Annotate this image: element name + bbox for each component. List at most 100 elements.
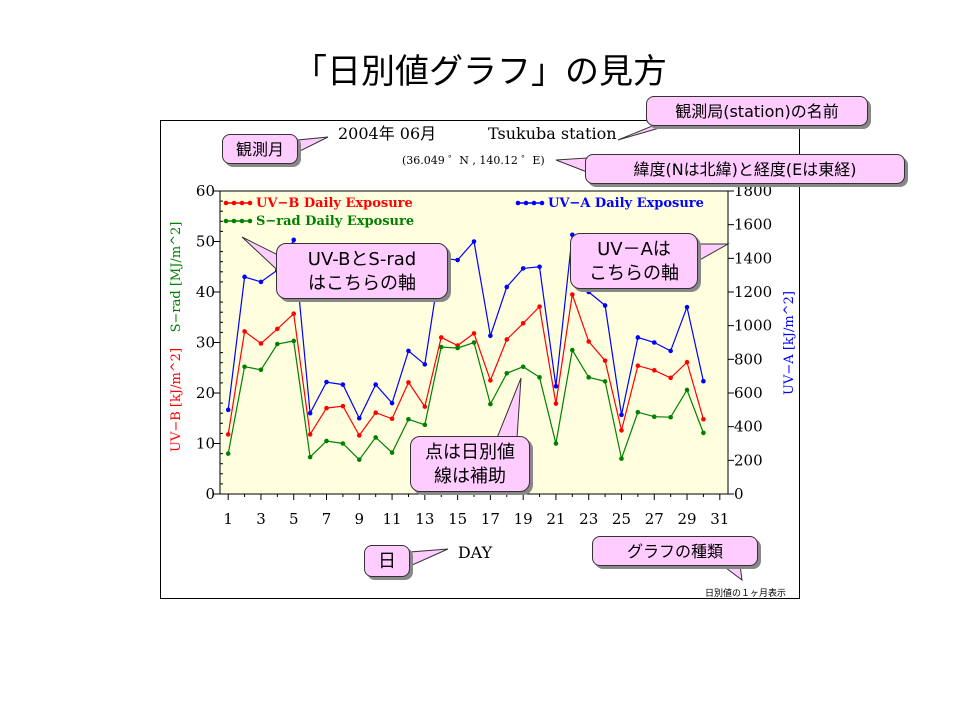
data-point-uvb [438,335,444,340]
data-point-srad [701,430,706,436]
data-point-srad [635,409,641,415]
data-point-uvb [340,403,346,409]
page-title: 「日別値グラフ」の見方 [293,52,667,92]
data-point-uvb [701,416,706,422]
legend-swatch-marker [247,218,253,224]
legend-label: UV−B Daily Exposure [256,196,413,211]
data-point-srad [553,441,559,446]
y-right-tick-label: 0 [734,485,744,503]
legend-label: UV−A Daily Exposure [548,196,704,211]
data-point-uvb [356,433,362,438]
x-tick-label: 23 [579,510,598,528]
y-left-tick-label: 50 [196,233,215,251]
data-point-uva [635,335,641,340]
data-point-uvb [242,329,247,334]
legend-label: S−rad Daily Exposure [256,214,414,229]
legend-swatch-marker [239,200,245,206]
month-label: 2004年 06月 [338,124,436,143]
data-point-srad [586,375,592,380]
y-left-tick-label: 20 [196,384,215,402]
data-point-uva [602,303,608,308]
y-right-tick-label: 200 [734,451,763,469]
y-right-tick-label: 600 [734,384,763,402]
data-point-uvb [422,404,428,409]
data-point-uvb [635,363,641,369]
data-point-srad [684,387,690,393]
data-point-uva [586,289,592,295]
data-point-uva [291,237,297,243]
data-point-uva [406,348,411,354]
data-point-uvb [619,428,624,433]
data-point-uva [389,400,395,406]
x-tick-label: 25 [612,510,631,528]
callout-tail-latlon [555,157,588,173]
x-tick-label: 19 [514,510,533,528]
data-point-uva [242,274,247,280]
y-right-tick-label: 800 [734,350,763,368]
coordinates-label: (36.049 ゜N , 140.12 ゜E) [402,154,545,167]
legend-swatch-marker [523,200,529,206]
x-tick-label: 21 [546,510,565,528]
callout-tail-graph-type [720,564,743,582]
y-left-tick-label: 0 [205,485,215,503]
data-point-uva [488,333,493,339]
x-tick-label: 13 [415,510,434,528]
data-point-uva [258,279,264,285]
y-axis-title-uva: UV−A [kJ/m^2] [782,291,797,395]
data-point-uva [619,412,624,418]
data-point-uva [684,304,690,310]
callout-points: 点は日別値 線は補助 [410,436,530,492]
series-line-srad [227,340,704,461]
data-point-uva [225,407,231,413]
x-tick-label: 15 [448,510,467,528]
data-point-uva [356,415,362,421]
data-point-uva [520,266,526,271]
data-point-uva [553,383,559,389]
x-tick-label: 3 [256,510,266,528]
data-point-uva [307,410,313,416]
data-point-srad [455,345,460,351]
legend-swatch-marker [515,200,521,206]
data-point-uvb [520,321,526,326]
data-point-srad [488,401,493,407]
data-point-uvb [668,375,673,381]
data-point-srad [291,338,297,344]
data-point-srad [373,435,378,440]
x-tick-label: 27 [645,510,664,528]
data-point-uvb [537,304,542,309]
x-tick-label: 7 [322,510,332,528]
y-right-tick-label: 1400 [734,249,772,267]
data-point-srad [225,451,231,456]
callout-day: 日 [364,545,410,577]
x-tick-label: 5 [289,510,299,528]
data-point-uvb [373,410,378,415]
data-point-uvb [258,341,264,346]
data-point-srad [406,416,411,422]
y-left-tick-label: 60 [196,182,215,200]
callout-latlon: 緯度(Nは北緯)と経度(Eは東経) [585,154,905,184]
legend-swatch-marker [539,200,545,206]
series-line-uvb [227,294,704,437]
data-point-srad [471,340,477,345]
legend-swatch-marker [231,218,237,224]
callout-tail-month [297,136,329,153]
callout-month: 観測月 [222,134,298,164]
data-point-uvb [570,292,575,297]
legend-swatch-marker [531,200,537,206]
legend-swatch-marker [239,218,245,224]
callout-uva-axis: UV－Aは こちらの軸 [570,233,698,289]
y-left-tick-label: 30 [196,334,215,352]
legend-swatch-marker [223,200,229,206]
data-point-uvb [275,326,280,332]
callout-station-name: 観測局(station)の名前 [646,96,868,126]
data-point-srad [619,456,624,461]
data-point-uvb [225,432,231,437]
data-point-srad [258,367,264,373]
data-point-srad [356,457,362,462]
y-axis-title-srad: S−rad [MJ/m^2] [169,222,184,333]
data-point-srad [340,441,346,446]
data-point-uva [504,284,510,290]
legend-swatch-marker [247,200,253,206]
callout-graph-type: グラフの種類 [592,536,758,566]
data-point-uvb [684,359,690,365]
